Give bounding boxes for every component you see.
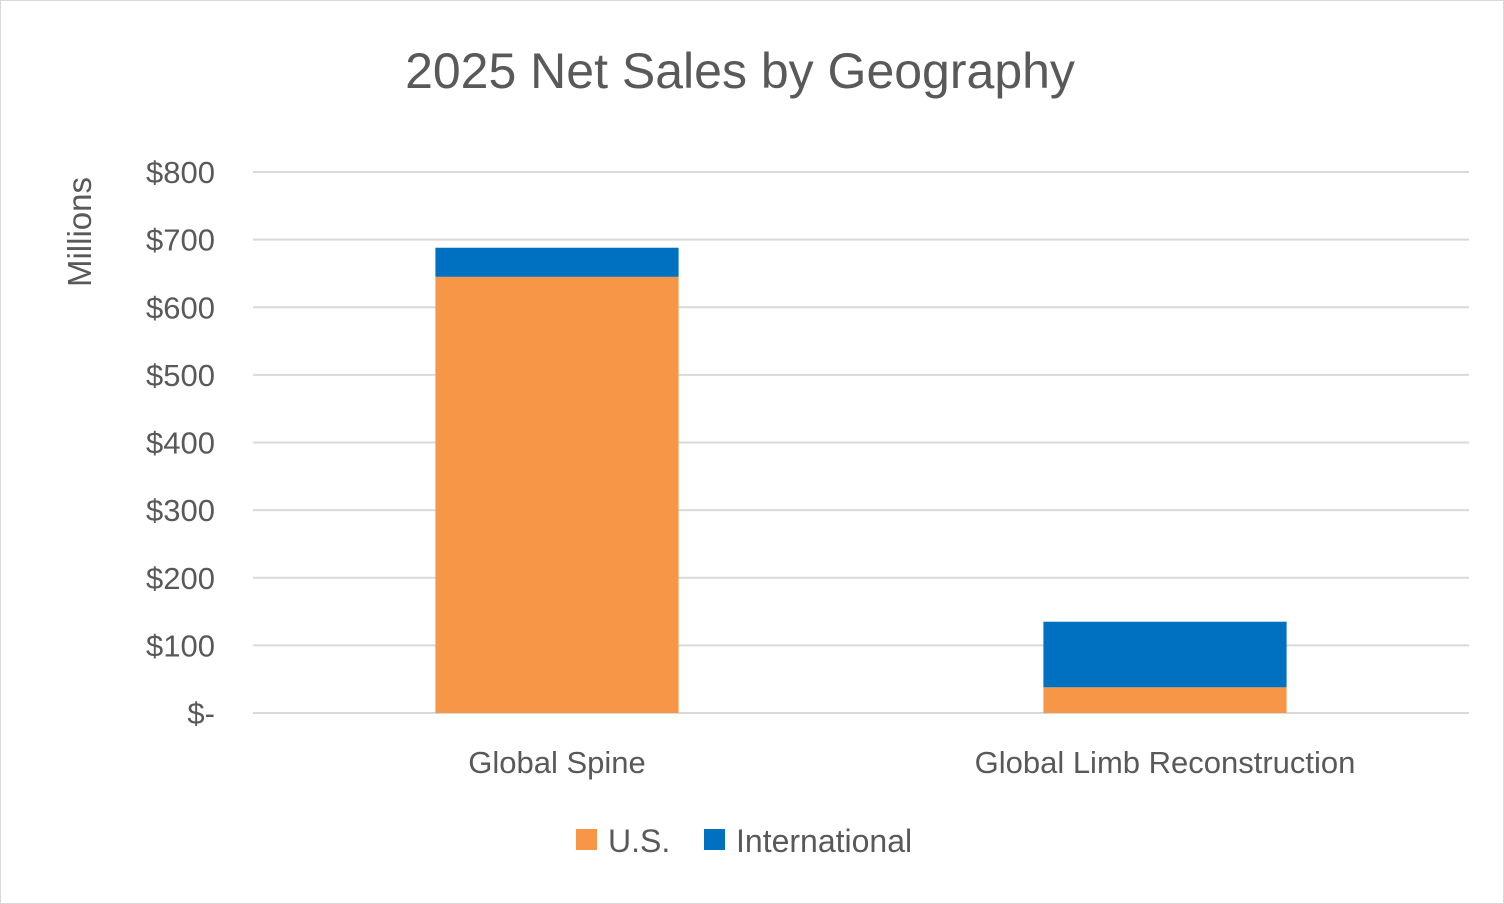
- x-category-label: Global Limb Reconstruction: [975, 745, 1356, 780]
- y-tick-label: $600: [146, 290, 215, 325]
- y-tick-labels: $- $100 $200 $300 $400 $500 $600 $700 $800: [146, 155, 215, 731]
- x-category-labels: Global Spine Global Limb Reconstruction: [468, 745, 1355, 780]
- y-axis-label: Millions: [61, 177, 98, 287]
- y-tick-label: $200: [146, 561, 215, 596]
- bars: [435, 247, 1287, 713]
- y-tick-label: $500: [146, 358, 215, 393]
- bar-global-limb-reconstruction-international: [1043, 621, 1287, 688]
- y-tick-label: $300: [146, 493, 215, 528]
- bar-global-spine-international: [435, 247, 679, 277]
- y-tick-label: $-: [187, 696, 215, 731]
- y-tick-label: $400: [146, 426, 215, 461]
- y-tick-label: $800: [146, 155, 215, 190]
- legend-label-us: U.S.: [608, 823, 670, 859]
- x-category-label: Global Spine: [468, 745, 646, 780]
- bar-global-spine-u-s: [435, 276, 679, 713]
- legend-swatch-us: [576, 829, 597, 850]
- bar-global-limb-reconstruction-u-s: [1043, 687, 1287, 713]
- y-tick-label: $100: [146, 628, 215, 663]
- chart-title: 2025 Net Sales by Geography: [405, 43, 1075, 99]
- legend-label-international: International: [736, 823, 912, 859]
- y-tick-label: $700: [146, 223, 215, 258]
- legend: U.S. International: [576, 823, 912, 859]
- legend-swatch-international: [704, 829, 725, 850]
